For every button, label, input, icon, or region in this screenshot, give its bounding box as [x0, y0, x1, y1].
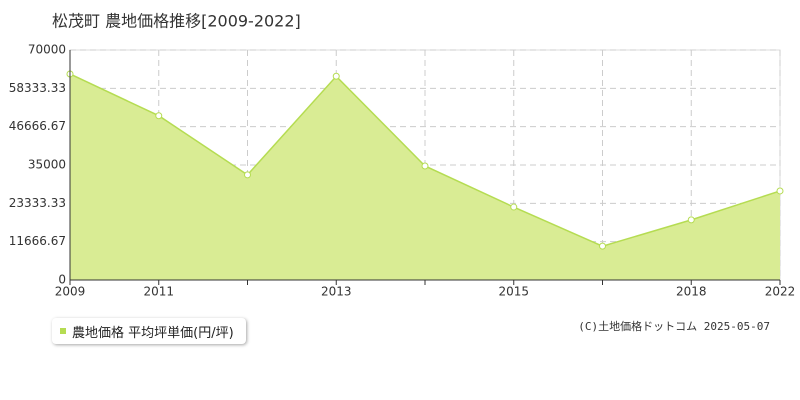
area-fill — [70, 73, 780, 280]
data-point — [244, 171, 251, 179]
data-point — [776, 187, 784, 195]
y-tick-label: 0 — [58, 273, 66, 287]
y-tick-label: 23333.33 — [9, 196, 66, 210]
plot — [66, 70, 784, 280]
x-tick-label: 2013 — [321, 285, 352, 299]
x-tick-label: 2011 — [143, 285, 174, 299]
legend-label: 農地価格 平均坪単価(円/坪) — [72, 325, 234, 341]
legend: 農地価格 平均坪単価(円/坪) — [52, 318, 246, 344]
data-point — [510, 203, 518, 211]
y-tick-label: 70000 — [28, 43, 66, 57]
x-tick-label: 2015 — [498, 285, 529, 299]
data-point — [332, 72, 340, 80]
data-point — [421, 162, 429, 170]
data-point — [599, 242, 606, 250]
x-tick-label: 2022 — [765, 285, 796, 299]
y-tick-label: 58333.33 — [9, 81, 66, 95]
copyright: (C)土地価格ドットコム 2025-05-07 — [578, 320, 770, 333]
chart-title: 松茂町 農地価格推移[2009-2022] — [52, 12, 301, 31]
y-tick-label: 46666.67 — [9, 119, 66, 133]
y-tick-label: 11666.67 — [9, 234, 66, 248]
data-point — [687, 216, 695, 224]
x-tick-label: 2018 — [676, 285, 707, 299]
x-tick-label: 2009 — [55, 285, 86, 299]
axes: 0 11666.67 23333.33 35000 46666.67 58333.33 70… — [9, 43, 796, 299]
data-point — [155, 112, 163, 120]
y-tick-label: 35000 — [28, 158, 66, 172]
legend-swatch — [60, 328, 66, 334]
